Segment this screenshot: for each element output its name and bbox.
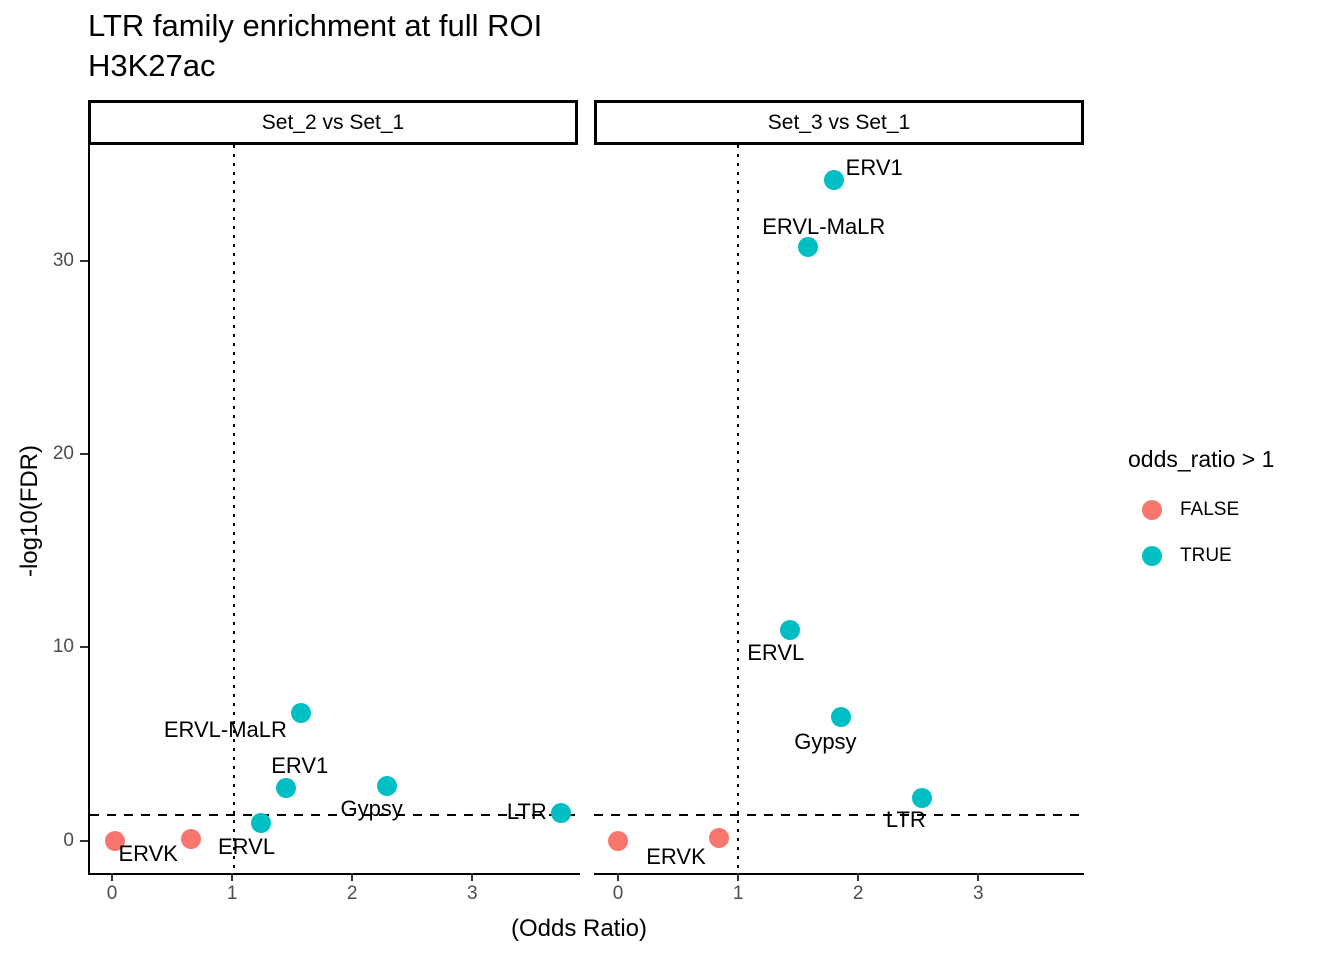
x-tick-label: 1 bbox=[732, 883, 744, 904]
plot-subtitle: H3K27ac bbox=[88, 48, 216, 83]
x-tick-mark bbox=[977, 873, 980, 881]
facet-strip-label: Set_2 vs Set_1 bbox=[261, 110, 405, 134]
facet-panel: ERVK ERVL ERV1 ERVL-MaLR Gypsy LTR bbox=[88, 145, 580, 875]
x-tick-mark bbox=[857, 873, 860, 881]
data-point bbox=[250, 813, 271, 834]
x-tick-mark bbox=[471, 873, 474, 881]
x-tick-mark bbox=[111, 873, 114, 881]
point-label: Gypsy bbox=[340, 796, 403, 822]
threshold-vline bbox=[737, 145, 740, 873]
legend-key-false-dot bbox=[1142, 500, 1162, 520]
point-label: ERVK bbox=[118, 840, 178, 866]
data-point bbox=[911, 788, 932, 809]
point-label: Gypsy bbox=[794, 728, 857, 754]
legend: odds_ratio > 1 FALSE TRUE bbox=[1128, 446, 1275, 566]
data-point bbox=[180, 828, 201, 849]
data-point bbox=[779, 619, 800, 640]
data-point bbox=[275, 778, 296, 799]
data-point bbox=[824, 169, 845, 190]
point-label: LTR bbox=[506, 799, 547, 825]
data-point bbox=[797, 237, 818, 258]
x-tick-label: 3 bbox=[973, 883, 984, 904]
legend-item-label: TRUE bbox=[1180, 545, 1232, 566]
point-label: LTR bbox=[885, 807, 926, 833]
x-tick-mark bbox=[737, 873, 740, 881]
data-point bbox=[608, 830, 629, 851]
plot-title: LTR family enrichment at full ROI bbox=[88, 8, 543, 43]
point-label: ERVL-MaLR bbox=[163, 717, 287, 743]
point-label: ERVK bbox=[646, 843, 706, 869]
y-tick-mark bbox=[80, 259, 88, 262]
threshold-hline bbox=[594, 814, 1084, 817]
data-point bbox=[105, 830, 126, 851]
legend-item-label: FALSE bbox=[1180, 499, 1240, 520]
point-label: ERV1 bbox=[271, 753, 329, 779]
x-tick-label: 3 bbox=[467, 883, 478, 904]
facet-strip: Set_2 vs Set_1 bbox=[88, 100, 578, 145]
y-tick-mark bbox=[80, 646, 88, 649]
facet-strip: Set_3 vs Set_1 bbox=[594, 100, 1084, 145]
data-point bbox=[291, 703, 312, 724]
point-label: ERVL bbox=[217, 834, 276, 860]
x-tick-label: 1 bbox=[226, 883, 238, 904]
y-tick-mark bbox=[80, 839, 88, 842]
x-tick-label: 2 bbox=[852, 883, 864, 904]
x-tick-label: 0 bbox=[106, 883, 118, 904]
x-tick-label: 0 bbox=[612, 883, 624, 904]
facet-strip-label: Set_3 vs Set_1 bbox=[767, 110, 911, 134]
facet-panel: ERVK ERVL Gypsy LTR ERVL-MaLR ERV1 bbox=[594, 145, 1084, 875]
data-point bbox=[708, 827, 729, 848]
x-tick-label: 2 bbox=[346, 883, 358, 904]
y-tick-label: 10 bbox=[52, 636, 74, 658]
y-tick-label: 30 bbox=[52, 249, 74, 271]
data-point bbox=[376, 776, 397, 797]
point-label: ERVL-MaLR bbox=[762, 214, 886, 240]
legend-item-true: TRUE bbox=[1142, 545, 1232, 567]
legend-key-true-dot bbox=[1142, 546, 1162, 566]
y-tick-label: 20 bbox=[52, 443, 74, 465]
threshold-hline bbox=[90, 814, 580, 817]
x-tick-mark bbox=[617, 873, 620, 881]
y-tick-label: 0 bbox=[63, 829, 74, 851]
y-tick-mark bbox=[80, 453, 88, 456]
point-label: ERVL bbox=[747, 639, 805, 665]
x-tick-mark bbox=[351, 873, 354, 881]
threshold-vline bbox=[233, 145, 236, 873]
data-point bbox=[550, 803, 571, 824]
point-label: ERV1 bbox=[845, 154, 903, 180]
x-axis-title: (Odds Ratio) bbox=[510, 915, 648, 942]
data-point bbox=[831, 706, 852, 727]
legend-title: odds_ratio > 1 bbox=[1128, 446, 1275, 472]
legend-item-false: FALSE bbox=[1142, 499, 1239, 521]
x-tick-mark bbox=[231, 873, 234, 881]
